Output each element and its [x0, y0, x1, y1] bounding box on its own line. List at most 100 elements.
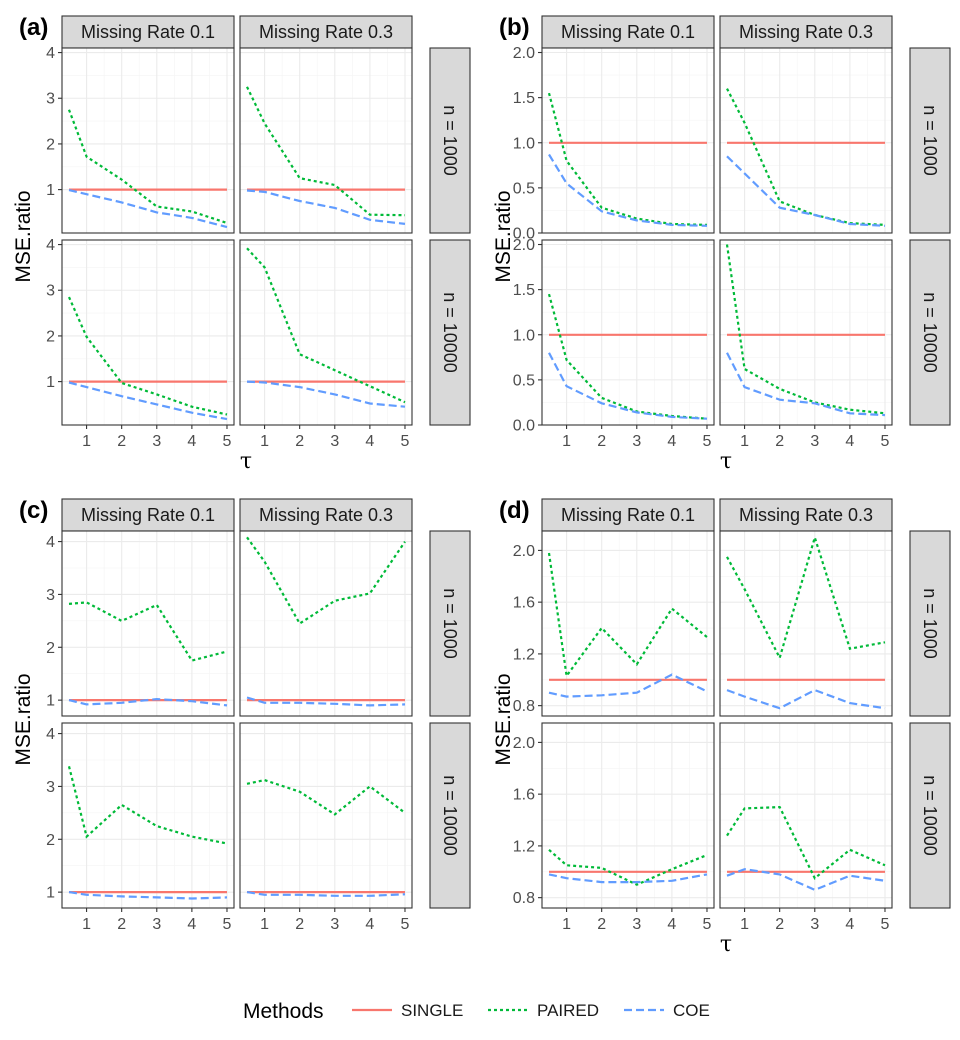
legend-title: Methods: [243, 1000, 324, 1023]
y-tick-label: 4: [46, 237, 55, 254]
x-tick-label: 3: [330, 916, 339, 933]
facet-panel: 1 2 3 4 5: [239, 239, 413, 450]
y-tick-label: 3: [46, 283, 55, 300]
panel-border: [541, 239, 715, 426]
column-strip: [239, 15, 413, 49]
y-tick-label: 1: [46, 693, 55, 710]
panel-background: [720, 531, 892, 716]
y-tick-label: 0.8: [513, 890, 535, 907]
series-line-paired: [246, 778, 406, 816]
legend-label-coe: COE: [673, 1001, 710, 1020]
y-axis-title: MSE.ratio: [492, 673, 515, 765]
series-line-paired: [68, 601, 228, 662]
column-strip: [61, 498, 235, 532]
y-tick-label: 0.5: [513, 180, 535, 197]
series-line-coe: [548, 352, 708, 420]
facet-panel: 1 2 3 4: [46, 530, 235, 717]
row-strip-label: n = 1000: [920, 588, 940, 659]
legend: Methods SINGLE PAIRED COE: [243, 1000, 710, 1023]
x-tick-label: 5: [703, 916, 712, 933]
row-strip-label: n = 10000: [440, 775, 460, 856]
series-line-coe: [68, 381, 228, 421]
x-tick-label: 5: [223, 433, 232, 450]
x-tick-label: 4: [845, 916, 854, 933]
column-strip-label: Missing Rate 0.1: [561, 22, 695, 42]
x-tick-label: 4: [365, 916, 374, 933]
column-strip-label: Missing Rate 0.3: [259, 22, 393, 42]
facet-panel: 1 2 3 4 5: [719, 722, 893, 933]
y-tick-label: 0.5: [513, 372, 535, 389]
series-line-coe: [246, 696, 406, 707]
series-line-coe: [68, 189, 228, 229]
panel-background: [720, 723, 892, 908]
row-strip-label: n = 1000: [440, 105, 460, 176]
x-tick-label: 4: [187, 916, 196, 933]
series-line-paired: [246, 536, 406, 626]
y-tick-label: 3: [46, 91, 55, 108]
y-tick-label: 1: [46, 374, 55, 391]
facet-panel: [239, 47, 413, 234]
series-line-coe: [68, 891, 228, 900]
panel-background: [542, 240, 714, 425]
panel-border: [541, 530, 715, 717]
panel-background: [240, 240, 412, 425]
row-strip-label: n = 10000: [440, 292, 460, 373]
column-strip: [541, 15, 715, 49]
series-line-coe: [726, 155, 886, 227]
panel-background: [240, 531, 412, 716]
chart-blocks: (a) Missing Rate 0.1 Missing Rate 0.3 n = 1…: [12, 14, 951, 957]
y-tick-label: 1.0: [513, 135, 535, 152]
x-tick-label: 1: [740, 433, 749, 450]
panel-background: [62, 240, 234, 425]
x-tick-label: 4: [667, 916, 676, 933]
block-label: (c): [19, 497, 48, 524]
y-tick-label: 2.0: [513, 543, 535, 560]
x-tick-label: 3: [152, 433, 161, 450]
row-strip: [429, 722, 471, 909]
panel-border: [61, 722, 235, 909]
x-tick-label: 5: [881, 916, 890, 933]
y-tick-label: 2: [46, 832, 55, 849]
series-line-coe: [246, 189, 406, 225]
y-tick-label: 1.5: [513, 282, 535, 299]
row-strip-label: n = 10000: [920, 292, 940, 373]
x-tick-label: 5: [401, 433, 410, 450]
series-line-paired: [548, 848, 708, 886]
chart-block-4: (d) Missing Rate 0.1 Missing Rate 0.3 n = 1…: [492, 497, 951, 957]
panel-border: [239, 530, 413, 717]
panel-background: [542, 531, 714, 716]
series-line-coe: [246, 380, 406, 408]
chart-block-1: (a) Missing Rate 0.1 Missing Rate 0.3 n = 1…: [12, 14, 471, 474]
column-strip-label: Missing Rate 0.3: [739, 22, 873, 42]
y-tick-label: 2: [46, 328, 55, 345]
facet-panel: 1 2 3 4 1 2 3 4 5: [46, 237, 235, 450]
x-tick-label: 4: [187, 433, 196, 450]
facet-panel: 0.8 1.2 1.6 2.0: [513, 530, 715, 717]
panel-background: [62, 531, 234, 716]
y-tick-label: 1.5: [513, 90, 535, 107]
panel-border: [61, 47, 235, 234]
panel-border: [719, 239, 893, 426]
block-label: (b): [499, 14, 530, 41]
y-tick-label: 1: [46, 182, 55, 199]
x-tick-label: 3: [152, 916, 161, 933]
x-tick-label: 2: [295, 433, 304, 450]
facet-panel: 1 2 3 4 1 2 3 4 5: [46, 722, 235, 933]
x-tick-label: 2: [117, 916, 126, 933]
x-tick-label: 1: [562, 433, 571, 450]
series-line-paired: [246, 86, 406, 217]
panel-background: [542, 723, 714, 908]
y-axis-title: MSE.ratio: [492, 190, 515, 282]
series-line-coe: [548, 673, 708, 698]
column-strip: [61, 15, 235, 49]
panel-border: [239, 47, 413, 234]
panel-border: [541, 47, 715, 234]
block-label: (a): [19, 14, 48, 41]
facet-panel: [719, 47, 893, 234]
x-tick-label: 3: [632, 433, 641, 450]
facet-panel: 0.8 1.2 1.6 2.0 1 2 3 4 5: [513, 722, 715, 933]
y-tick-label: 2.0: [513, 45, 535, 62]
row-strip: [909, 722, 951, 909]
x-tick-label: 1: [82, 433, 91, 450]
facet-panel: 1 2 3 4 5: [719, 239, 893, 450]
